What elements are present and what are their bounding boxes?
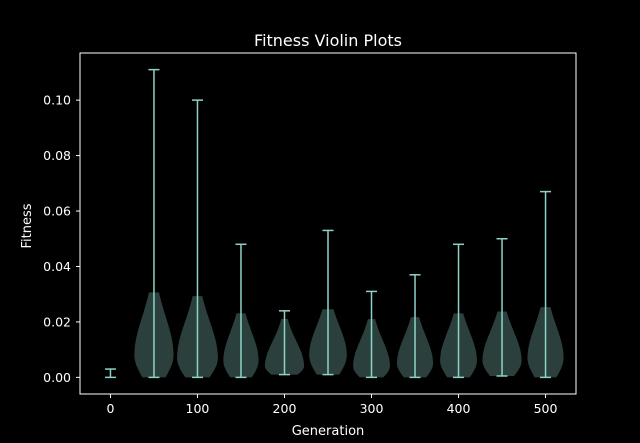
y-axis-label: Fitness	[20, 203, 35, 248]
x-tick-label: 400	[447, 401, 471, 416]
plot-frame	[79, 52, 577, 395]
chart-title: Fitness Violin Plots	[254, 31, 402, 50]
x-tick-label: 300	[360, 401, 384, 416]
x-tick-label: 200	[273, 401, 297, 416]
y-tick-label: 0.10	[43, 93, 71, 108]
x-ticks: 0 100 200 300 400 500	[106, 394, 558, 416]
y-tick-label: 0.08	[43, 148, 71, 163]
y-tick-label: 0.06	[43, 204, 71, 219]
violin-group	[104, 68, 564, 379]
y-ticks: 0.00 0.02 0.04 0.06 0.08 0.10	[43, 93, 80, 385]
x-tick-label: 100	[186, 401, 210, 416]
y-tick-label: 0.04	[43, 259, 71, 274]
x-tick-label: 500	[534, 401, 558, 416]
y-tick-label: 0.00	[43, 370, 71, 385]
y-tick-label: 0.02	[43, 314, 71, 329]
x-axis-label: Generation	[292, 424, 365, 439]
x-tick-label: 0	[106, 401, 114, 416]
